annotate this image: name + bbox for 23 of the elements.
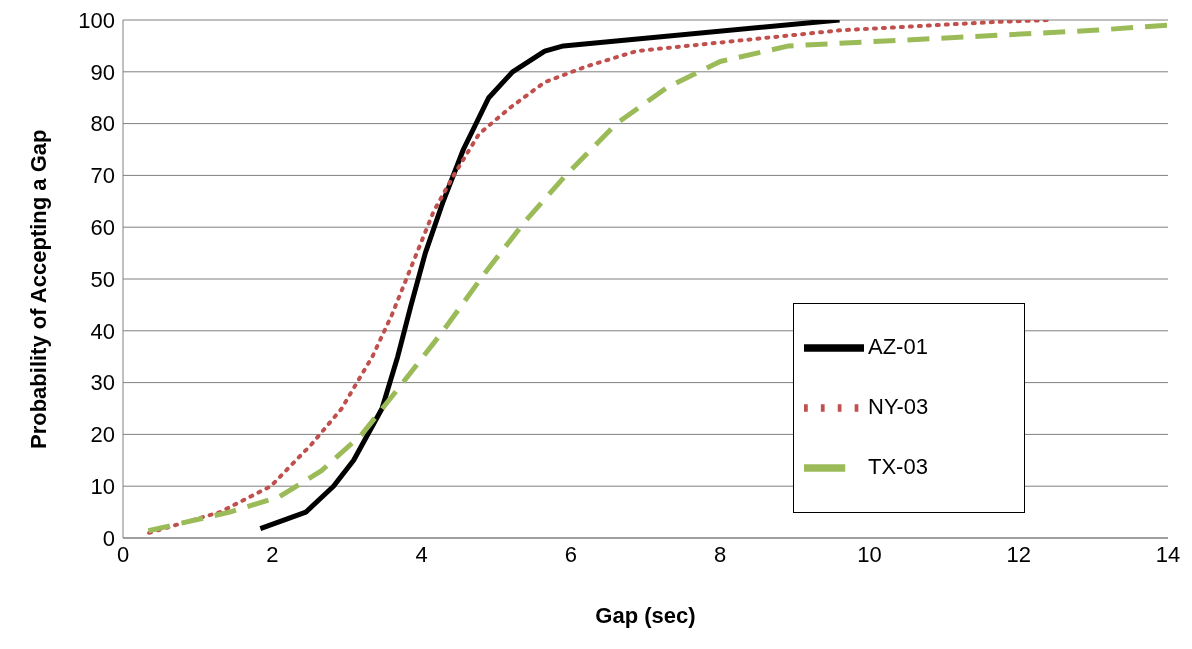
y-tick-label: 10 xyxy=(90,474,115,500)
y-tick-label: 70 xyxy=(90,163,115,189)
x-tick-label: 8 xyxy=(714,541,727,567)
y-tick-label: 80 xyxy=(90,111,115,137)
y-tick-label: 60 xyxy=(90,215,115,241)
y-tick-label: 100 xyxy=(78,7,115,33)
legend-label: NY-03 xyxy=(868,393,929,419)
y-tick-label: 20 xyxy=(90,422,115,448)
x-tick-label: 14 xyxy=(1155,541,1181,567)
y-tick-label: 40 xyxy=(90,318,115,344)
x-tick-label: 12 xyxy=(1006,541,1031,567)
y-axis-title: Probability of Accepting a Gap xyxy=(25,129,51,449)
x-tick-label: 2 xyxy=(266,541,279,567)
x-tick-label: 6 xyxy=(564,541,577,567)
y-tick-label: 50 xyxy=(90,266,115,292)
y-tick-label: 30 xyxy=(90,370,115,396)
y-tick-label: 90 xyxy=(90,59,115,85)
x-tick-label: 4 xyxy=(415,541,428,567)
legend-label: TX-03 xyxy=(868,453,928,479)
legend-label: AZ-01 xyxy=(868,333,928,359)
y-tick-label: 0 xyxy=(102,525,115,551)
x-tick-label: 10 xyxy=(857,541,882,567)
x-axis-title: Gap (sec) xyxy=(595,603,696,628)
